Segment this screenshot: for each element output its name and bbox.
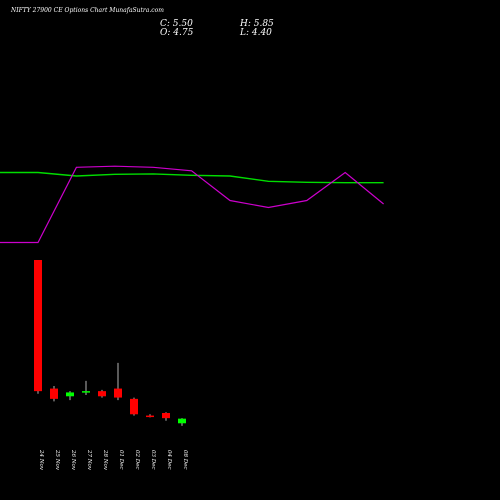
candle-body	[130, 398, 138, 415]
price-line	[0, 165, 384, 244]
x-tick-label: 27 Nov	[86, 449, 92, 471]
open-value: O: 4.75	[160, 28, 194, 38]
x-tick-label: 25 Nov	[54, 449, 60, 471]
candle-body	[162, 413, 170, 419]
candle-body	[82, 391, 90, 393]
candle-body	[178, 418, 186, 424]
close-value: C: 5.50	[160, 19, 193, 29]
x-axis-labels: 24 Nov 25 Nov 26 Nov 27 Nov 28 Nov 01 Dec 02 D…	[38, 449, 188, 471]
x-tick-label: 08 Dec	[182, 450, 188, 470]
candle-body	[34, 260, 42, 392]
candle-body	[98, 391, 106, 397]
moving-average-line	[0, 171, 384, 184]
x-tick-label: 26 Nov	[70, 449, 76, 471]
candle-body	[114, 388, 122, 398]
candle-layer	[34, 260, 186, 426]
x-tick-label: 02 Dec	[134, 450, 140, 470]
low-value: L: 4.40	[240, 28, 272, 38]
chart-title: NIFTY 27900 CE Options Chart MunafaSutra…	[11, 7, 164, 14]
candle-body	[146, 415, 154, 418]
candle-body	[50, 388, 58, 399]
x-tick-label: 28 Nov	[102, 449, 108, 471]
candle-body	[66, 392, 74, 397]
x-tick-label: 01 Dec	[118, 450, 124, 470]
line-layer	[0, 165, 384, 244]
x-tick-label: 03 Dec	[150, 450, 156, 470]
x-tick-label: 04 Dec	[166, 450, 172, 470]
high-value: H: 5.85	[240, 19, 274, 29]
x-tick-label: 24 Nov	[38, 449, 44, 471]
